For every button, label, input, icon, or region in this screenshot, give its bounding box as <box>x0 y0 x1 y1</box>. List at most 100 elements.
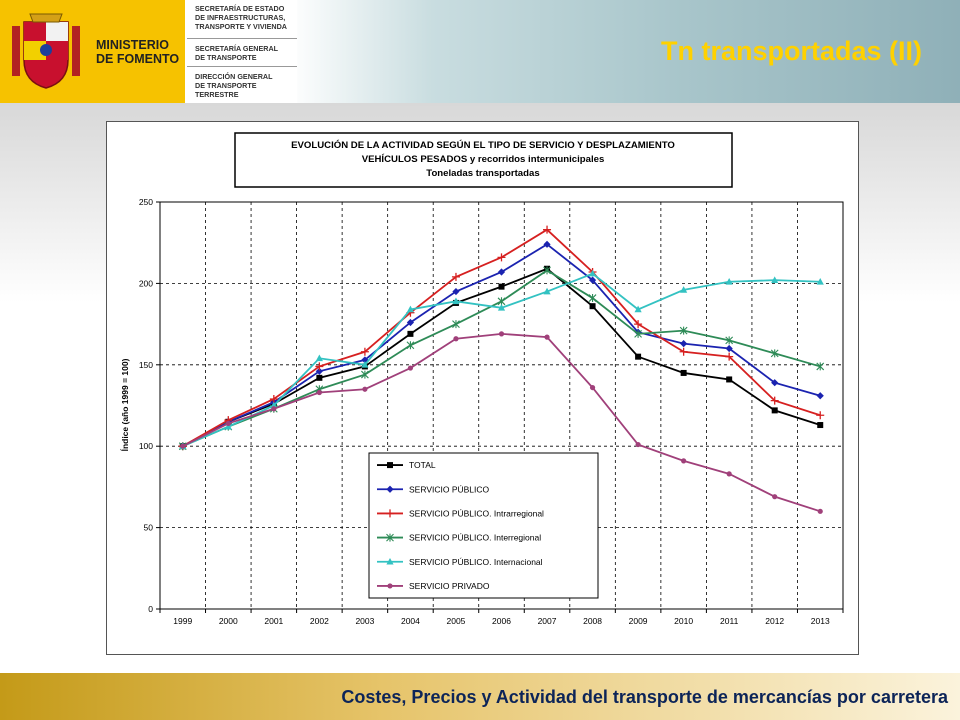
chart-title-line2: VEHÍCULOS PESADOS y recorridos intermuni… <box>362 153 605 165</box>
dept1-line1: SECRETARÍA DE ESTADO <box>195 4 285 13</box>
y-tick-label: 200 <box>139 278 153 288</box>
x-axis: 1999 2000 2001 2002 2003 2004 2005 2006 2007 2008… <box>159 609 844 626</box>
data-point <box>680 369 687 376</box>
data-point <box>681 458 687 464</box>
data-point <box>634 305 642 313</box>
data-point <box>498 331 505 337</box>
data-point <box>362 386 368 392</box>
y-axis-label: Índice (año 1999 = 100) <box>120 358 130 451</box>
data-point <box>498 283 505 290</box>
slide-title: Tn transportadas (II) <box>660 36 922 66</box>
data-point <box>453 336 459 342</box>
data-point <box>315 362 324 371</box>
data-point <box>771 276 779 283</box>
data-point <box>270 401 278 409</box>
data-point <box>386 557 394 565</box>
data-point <box>407 330 414 337</box>
y-tick-label: 150 <box>139 360 153 370</box>
data-point <box>407 365 414 371</box>
data-point <box>544 334 550 340</box>
x-tick-label: 2002 <box>310 616 329 626</box>
data-point <box>588 294 597 303</box>
data-point <box>543 240 551 248</box>
x-tick-label: 2010 <box>674 616 693 626</box>
dept2-line2: DE TRANSPORTE <box>195 53 257 62</box>
dept1-line3: TRANSPORTE Y VIVIENDA <box>195 22 287 31</box>
data-point <box>386 533 394 542</box>
x-tick-label: 1999 <box>173 616 192 626</box>
data-point <box>543 287 551 295</box>
chart-title-box: EVOLUCIÓN DE LA ACTIVIDAD SEGÚN EL TIPO … <box>234 132 733 188</box>
data-point <box>680 340 688 348</box>
dept3-line2: DE TRANSPORTE <box>195 81 257 90</box>
data-point <box>725 336 734 345</box>
series-servicio-privado <box>180 331 823 514</box>
x-tick-label: 2001 <box>264 616 283 626</box>
divider <box>187 38 297 39</box>
chart-title-line1: EVOLUCIÓN DE LA ACTIVIDAD SEGÚN EL TIPO … <box>291 139 675 151</box>
data-point <box>497 304 506 311</box>
data-point <box>726 376 733 383</box>
data-point <box>679 326 688 335</box>
x-tick-label: 2005 <box>447 616 466 626</box>
data-point <box>588 269 597 277</box>
x-tick-label: 2008 <box>583 616 602 626</box>
data-point <box>543 266 551 275</box>
series-lines <box>178 225 825 514</box>
dept3-line3: TERRESTRE <box>195 90 239 99</box>
coat-of-arms-icon <box>12 13 80 89</box>
ministry-name-line1: MINISTERIO <box>96 38 169 52</box>
data-point <box>817 508 823 514</box>
data-point <box>634 320 643 329</box>
data-point <box>771 407 778 414</box>
y-axis: 0 50 100 150 200 250 <box>139 197 160 614</box>
data-point <box>225 420 231 427</box>
data-point <box>635 353 642 360</box>
dept3-line1: DIRECCIÓN GENERAL <box>195 72 273 81</box>
chart-frame: EVOLUCIÓN DE LA ACTIVIDAD SEGÚN EL TIPO … <box>106 121 859 655</box>
data-point <box>316 374 323 381</box>
data-point <box>361 370 369 379</box>
data-point <box>360 347 369 356</box>
data-point <box>816 411 825 420</box>
data-point <box>497 297 506 306</box>
dept-secretaria-estado: SECRETARÍA DE ESTADO DE INFRAESTRUCTURAS… <box>195 4 287 31</box>
legend-box <box>368 452 599 599</box>
data-point <box>361 361 369 368</box>
data-point <box>406 305 415 313</box>
data-point <box>817 422 824 429</box>
dept1-line2: DE INFRAESTRUCTURAS, <box>195 13 286 22</box>
x-tick-label: 2009 <box>629 616 648 626</box>
x-tick-label: 2013 <box>811 616 830 626</box>
data-point <box>452 297 460 305</box>
legend-label: TOTAL <box>409 460 436 470</box>
data-point <box>387 462 393 469</box>
legend-label: SERVICIO PÚBLICO. Intrarregional <box>409 508 544 518</box>
data-point <box>589 384 596 391</box>
data-point <box>725 352 734 361</box>
data-point <box>543 225 552 234</box>
data-point <box>386 509 394 518</box>
data-point <box>406 341 415 350</box>
legend-label: SERVICIO PÚBLICO. Internacional <box>409 557 543 567</box>
data-point <box>635 441 641 448</box>
y-tick-label: 250 <box>139 197 153 207</box>
x-tick-label: 2000 <box>219 616 238 626</box>
legend-label: SERVICIO PÚBLICO. Interregional <box>409 533 541 543</box>
data-point <box>269 394 278 403</box>
line-chart: EVOLUCIÓN DE LA ACTIVIDAD SEGÚN EL TIPO … <box>120 132 844 626</box>
data-point <box>451 272 460 281</box>
y-tick-label: 50 <box>144 523 154 533</box>
data-point <box>180 443 186 449</box>
data-point <box>726 471 732 477</box>
data-point <box>772 494 778 500</box>
slide-footer: Costes, Precios y Actividad del transpor… <box>0 673 960 720</box>
data-point <box>224 422 232 430</box>
divider <box>187 66 297 67</box>
data-point <box>315 354 323 362</box>
legend-label: SERVICIO PÚBLICO <box>409 484 490 494</box>
ministry-name-line2: DE FOMENTO <box>96 52 180 66</box>
x-tick-label: 2011 <box>720 616 739 626</box>
ministry-logo-block: MINISTERIO DE FOMENTO <box>0 0 185 103</box>
dept2-line1: SECRETARÍA GENERAL <box>195 44 279 53</box>
